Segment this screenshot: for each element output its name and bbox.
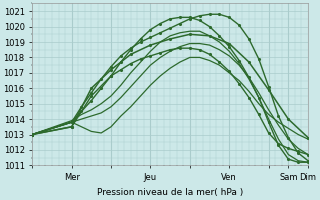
X-axis label: Pression niveau de la mer( hPa ): Pression niveau de la mer( hPa ) [97,188,243,197]
